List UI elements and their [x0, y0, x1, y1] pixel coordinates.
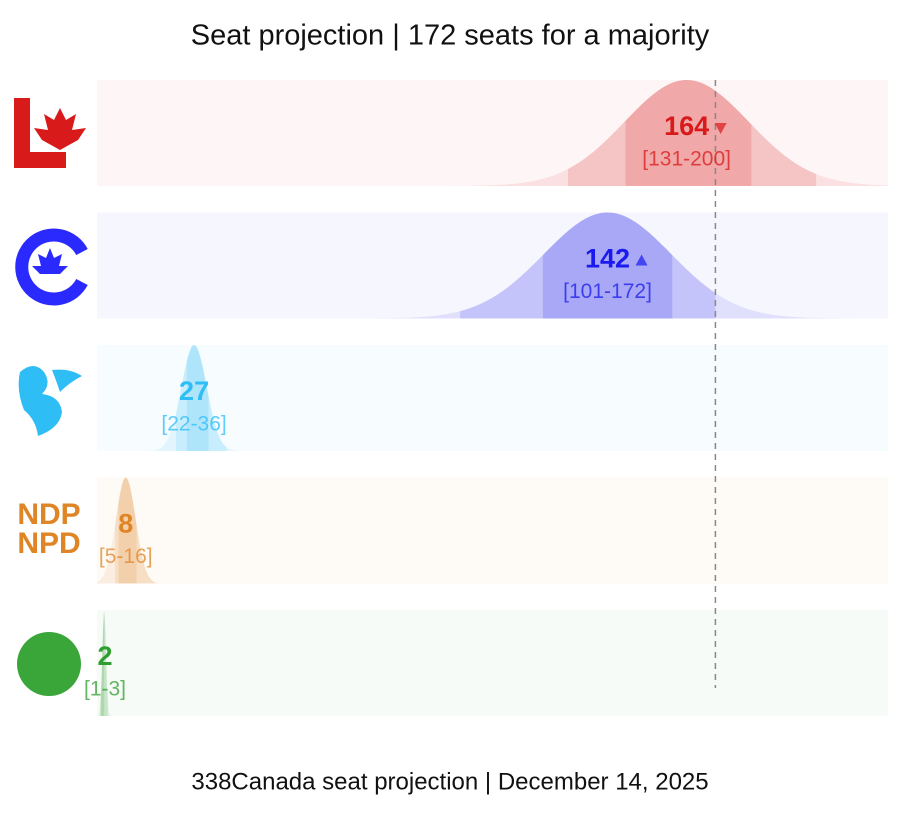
footer: 338Canada seat projection | December 14,…	[191, 768, 708, 795]
liberal-logo	[14, 98, 86, 168]
seat-range: [1-3]	[84, 678, 126, 701]
row-background	[97, 212, 888, 319]
range-band	[100, 610, 108, 716]
row-background	[97, 610, 888, 716]
seat-value: 164	[664, 111, 709, 141]
distribution-curve	[97, 212, 888, 319]
ndp-logo-text: NPD	[17, 527, 80, 560]
seat-range: [5-16]	[99, 545, 153, 568]
conservative-logo	[15, 228, 88, 306]
trend-arrow	[635, 254, 648, 266]
seat-range: [131-200]	[642, 148, 731, 171]
trend-arrow	[714, 123, 727, 134]
green-logo	[17, 632, 81, 696]
inner-range-band	[118, 477, 137, 584]
seat-range: [101-172]	[563, 280, 652, 303]
bloc-logo	[18, 366, 82, 436]
seat-value: 2	[97, 641, 112, 671]
seat-range: [22-36]	[161, 413, 226, 436]
distribution-curve	[97, 345, 888, 451]
chart-title: Seat projection | 172 seats for a majori…	[191, 20, 710, 52]
row-background	[97, 345, 888, 451]
seat-value: 8	[118, 509, 133, 539]
inner-range-band	[186, 345, 209, 451]
seat-value: 142	[585, 244, 630, 274]
distribution-curve	[97, 80, 888, 186]
row-background	[97, 80, 888, 186]
inner-range-band	[100, 610, 105, 716]
row-background	[97, 477, 888, 584]
seat-value: 27	[179, 376, 209, 406]
ndp-logo-text: NDP	[17, 498, 80, 531]
